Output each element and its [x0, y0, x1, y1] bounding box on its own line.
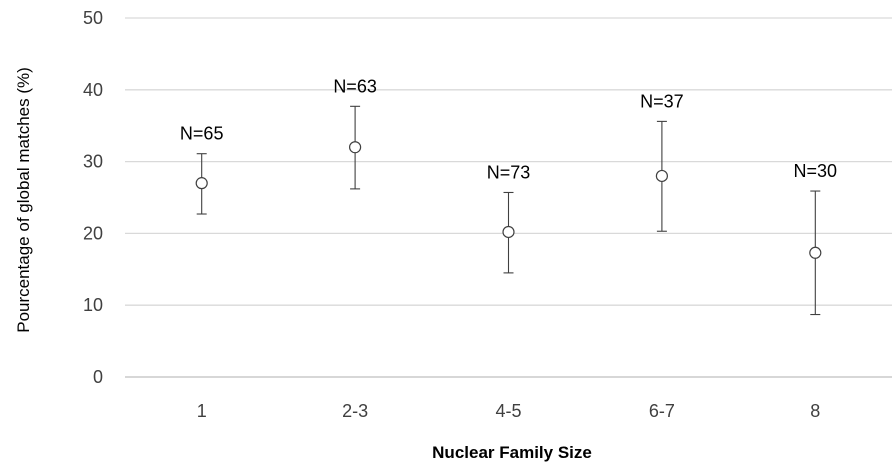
y-tick-label: 20 — [83, 223, 103, 243]
point-annotation: N=30 — [794, 161, 838, 181]
y-axis-title: Pourcentage of global matches (%) — [14, 67, 33, 333]
x-tick-label: 6-7 — [649, 401, 675, 421]
y-tick-label: 30 — [83, 152, 103, 172]
error-bars — [196, 105, 821, 316]
x-tick-label: 1 — [197, 401, 207, 421]
y-tick-labels: 0 10 20 30 40 50 — [83, 8, 103, 387]
point-annotation: N=37 — [640, 91, 684, 111]
data-points — [195, 141, 822, 259]
point-annotations: N=65 N=63 N=73 N=37 N=30 — [180, 76, 837, 182]
x-tick-label: 2-3 — [342, 401, 368, 421]
y-tick-label: 40 — [83, 80, 103, 100]
x-tick-label: 4-5 — [495, 401, 521, 421]
data-point — [195, 177, 208, 190]
x-axis-title: Nuclear Family Size — [432, 443, 592, 462]
data-point — [809, 246, 822, 259]
point-annotation: N=63 — [333, 76, 377, 96]
x-tick-label: 8 — [810, 401, 820, 421]
y-tick-label: 50 — [83, 8, 103, 28]
gridlines — [125, 17, 892, 306]
data-point — [349, 141, 362, 154]
point-annotation: N=65 — [180, 124, 224, 144]
y-tick-label: 10 — [83, 295, 103, 315]
y-tick-label: 0 — [93, 367, 103, 387]
data-point — [502, 225, 515, 239]
x-tick-labels: 1 2-3 4-5 6-7 8 — [197, 401, 821, 421]
point-annotation: N=73 — [487, 162, 531, 182]
data-point — [655, 169, 669, 183]
